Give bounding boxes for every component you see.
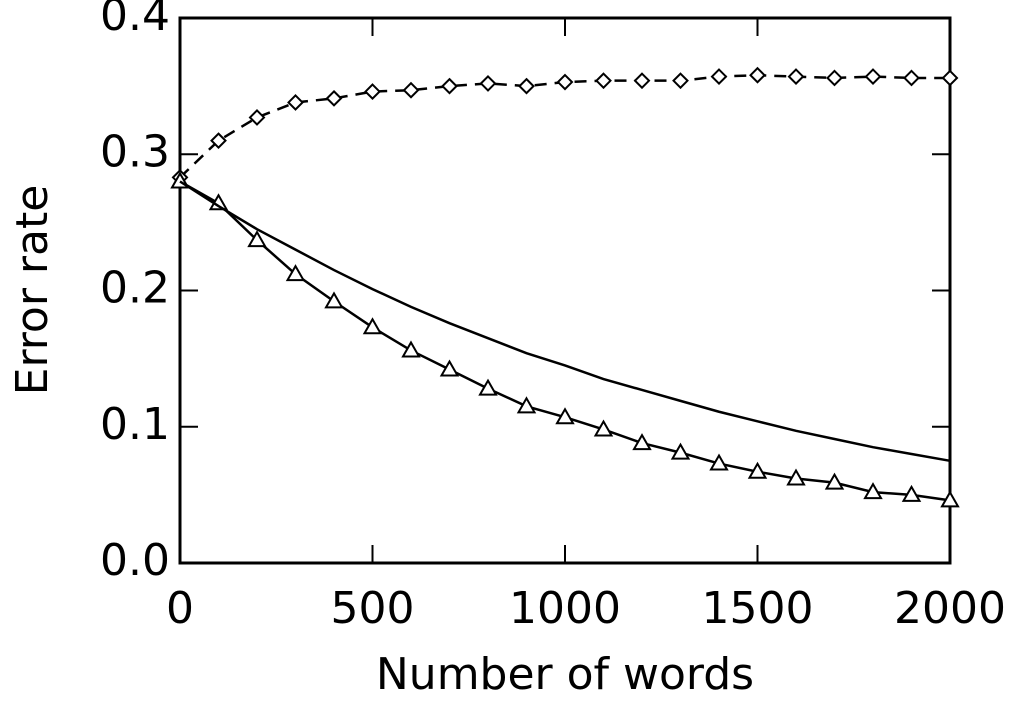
data-point [518,77,535,95]
data-point [247,230,267,248]
data-point [593,419,614,437]
data-point [670,442,691,460]
data-point [672,72,689,90]
data-point [324,291,344,309]
data-point [941,69,959,87]
y-tick-label: 0.2 [100,263,170,314]
data-point [824,472,845,490]
data-point [441,77,458,95]
data-point [747,461,768,479]
data-point [787,68,805,86]
data-point [439,359,460,377]
data-point [863,482,883,500]
data-point [749,66,766,84]
data-point [901,484,922,502]
y-tick-label: 0.3 [100,126,170,177]
x-tick-label: 500 [331,583,415,634]
x-tick-label: 1000 [509,583,621,634]
y-tick-label: 0.0 [100,535,170,586]
data-point [362,317,383,335]
data-point [285,264,306,282]
data-point [709,453,729,471]
data-point [325,89,343,107]
data-point [903,69,920,87]
series-line [179,180,951,502]
x-tick-label: 2000 [894,583,1006,634]
y-axis-title: Error rate [7,185,58,396]
data-point [402,81,420,99]
data-point [864,68,882,86]
data-point [248,109,266,126]
data-point [633,72,651,90]
data-point [595,72,612,90]
data-point [478,378,498,396]
data-point [479,74,497,92]
y-tick-label: 0.4 [100,0,170,41]
series-line [179,180,951,463]
data-point [401,340,421,358]
y-tick-label: 0.1 [100,399,170,450]
x-tick-label: 0 [166,583,194,634]
data-point [364,83,381,100]
data-point [516,396,537,414]
series-line [179,73,950,179]
data-point [632,433,652,451]
data-point [940,490,960,508]
data-point [210,132,227,150]
data-point [786,468,806,486]
x-tick-label: 1500 [702,583,814,634]
data-point [556,73,574,91]
data-point [710,68,728,86]
data-point [555,407,575,425]
x-axis-title: Number of words [376,649,754,700]
data-point [826,69,843,87]
data-point [287,94,304,111]
